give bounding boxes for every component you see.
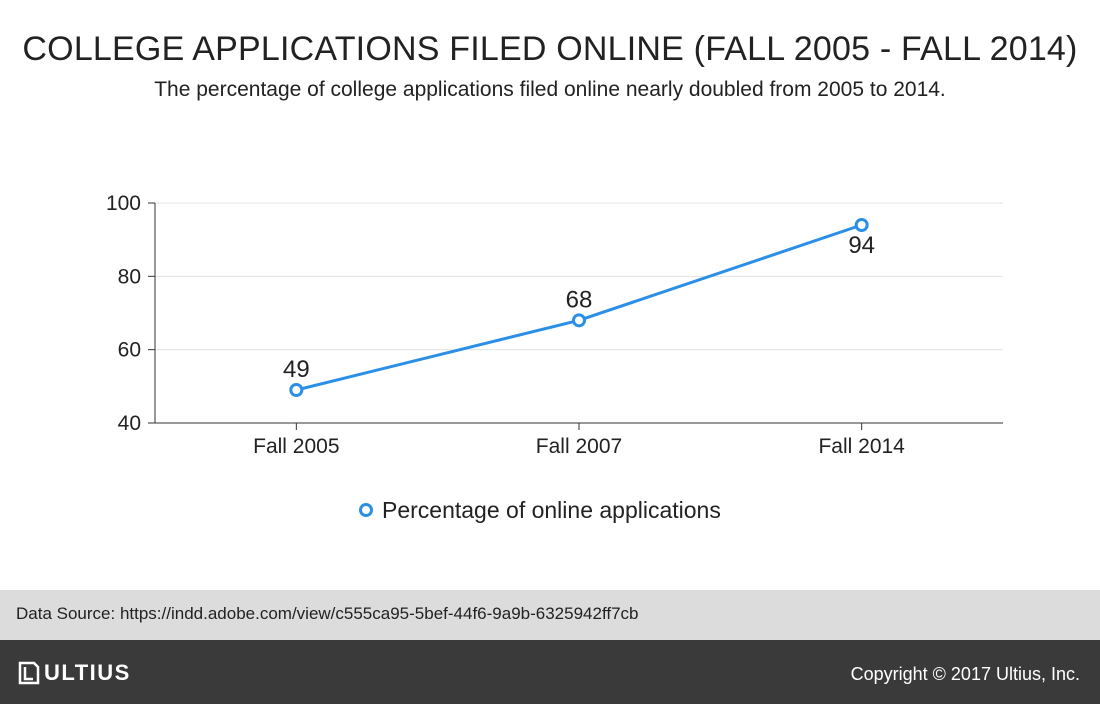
data-source-text: Data Source: https://indd.adobe.com/view… <box>16 604 639 623</box>
y-tick-label: 80 <box>118 265 141 288</box>
footer-bar: ULTIUS Copyright © 2017 Ultius, Inc. <box>0 640 1100 704</box>
x-tick-label: Fall 2007 <box>536 435 622 458</box>
x-tick-label: Fall 2014 <box>818 435 905 458</box>
data-point <box>854 218 869 232</box>
ultius-logo: ULTIUS <box>18 660 131 686</box>
ultius-logo-icon <box>18 661 40 685</box>
data-label: 49 <box>283 356 310 383</box>
y-tick-label: 60 <box>118 339 141 362</box>
legend: Percentage of online applications <box>359 497 721 523</box>
x-tick-label: Fall 2005 <box>253 435 339 458</box>
y-tick-label: 100 <box>106 192 141 215</box>
data-label: 94 <box>848 232 875 259</box>
copyright-text: Copyright © 2017 Ultius, Inc. <box>850 664 1080 684</box>
chart-title: COLLEGE APPLICATIONS FILED ONLINE (FALL … <box>22 30 1078 68</box>
legend-marker <box>359 503 373 517</box>
chart-subtitle: The percentage of college applications f… <box>154 78 946 101</box>
y-tick-label: 40 <box>118 412 141 435</box>
legend-label: Percentage of online applications <box>382 497 721 523</box>
source-bar: Data Source: https://indd.adobe.com/view… <box>0 590 1100 640</box>
line-chart: 40 60 80 100 Fall 2005 Fall 2007 Fall 2014 49 68… <box>106 192 1003 523</box>
data-point <box>572 313 586 328</box>
logo-text: ULTIUS <box>44 660 131 685</box>
data-point <box>289 383 304 397</box>
data-label: 68 <box>566 286 593 313</box>
